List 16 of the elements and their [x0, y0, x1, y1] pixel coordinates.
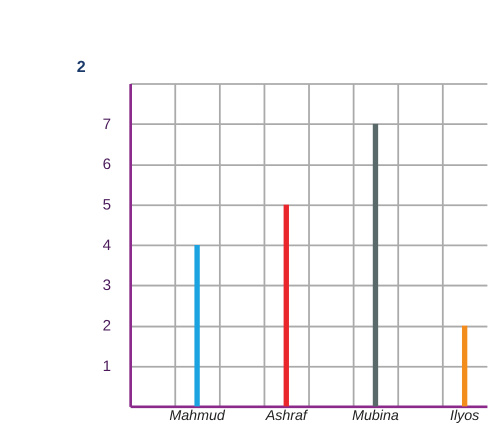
x-tick-label: Ashraf: [264, 408, 309, 424]
bar: [284, 204, 289, 406]
bar: [462, 326, 468, 406]
x-tick-label: Ilyos: [450, 408, 480, 424]
y-tick-label: 2: [102, 318, 112, 335]
y-tick-label: 5: [102, 196, 112, 214]
y-tick-label: 1: [102, 358, 112, 375]
y-tick-label: 4: [102, 236, 112, 254]
bar: [372, 124, 378, 406]
y-tick-label: 6: [102, 156, 112, 174]
text: 2: [76, 58, 86, 76]
x-tick-label: Mahmud: [169, 408, 226, 424]
x-tick-label: Mubina: [352, 408, 399, 424]
y-tick-label: 3: [102, 277, 112, 294]
y-tick-label: 7: [102, 116, 112, 133]
bar: [194, 244, 200, 406]
